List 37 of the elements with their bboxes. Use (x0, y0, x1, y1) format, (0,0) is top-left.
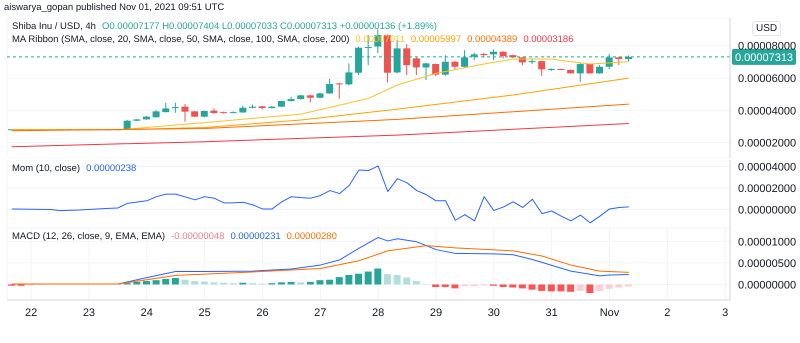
y-tick-label: 0.00002000 (738, 138, 796, 150)
y-tick-label: 0.00001000 (738, 236, 796, 248)
y-axis-title: USD (752, 21, 782, 36)
y-tick-label: 0.00004000 (738, 161, 796, 174)
text: MA Ribbon (SMA, close, 20, SMA, close, 50, SMA, close, 100, SMA, close, 200) (12, 34, 350, 45)
chart-title: Mom (10, close) (12, 163, 80, 174)
annotation: 0.00005997 (410, 34, 462, 45)
x-tick-label: 29 (430, 306, 442, 319)
y-tick-label: 0.00004000 (738, 105, 796, 118)
annotation: 0.00000238 (86, 163, 136, 174)
x-tick-label: Nov (600, 306, 620, 319)
annotation: 0.00000231 (230, 231, 281, 242)
text: aiswarya_gopan published Nov 01, 2021 09:51 UTC (4, 2, 224, 13)
x-tick-label: 31 (546, 306, 558, 319)
chart-title: Shiba Inu / USD, 4h (12, 21, 96, 32)
x-tick-label: 26 (256, 306, 269, 319)
annotation: 0.00000280 (286, 231, 337, 242)
x-tick-label: 22 (24, 306, 38, 319)
x-tick-label: 3 (722, 306, 728, 319)
chart-title: MACD (12, 26, close, 9, EMA, EMA) (12, 231, 166, 242)
ref-line-label: 0.00007313 (734, 52, 794, 64)
annotation: 0.00003186 (523, 34, 574, 45)
x-tick-label: 30 (488, 306, 500, 319)
x-tick-label: 25 (198, 306, 211, 319)
x-tick-label: 24 (140, 306, 153, 319)
x-tick-label: 28 (372, 306, 384, 319)
annotation: O0.00007177 H0.00007404 L0.00007033 C0.00007313 +0.00000136 (+1.89%) (102, 21, 437, 32)
y-tick-label: 0.00000500 (738, 258, 796, 270)
x-tick-label: 27 (314, 306, 326, 319)
x-tick-label: 23 (82, 306, 96, 319)
x-tick-label: 2 (664, 306, 670, 319)
y-tick-label: 0.00002000 (738, 182, 796, 195)
annotation: 0.00004389 (467, 34, 518, 45)
y-tick-label: 0.00000000 (738, 279, 796, 292)
annotation: -0.00000048 (171, 231, 224, 242)
y-tick-label: 0.00006000 (738, 72, 796, 85)
y-tick-label: 0.00000000 (738, 204, 796, 216)
